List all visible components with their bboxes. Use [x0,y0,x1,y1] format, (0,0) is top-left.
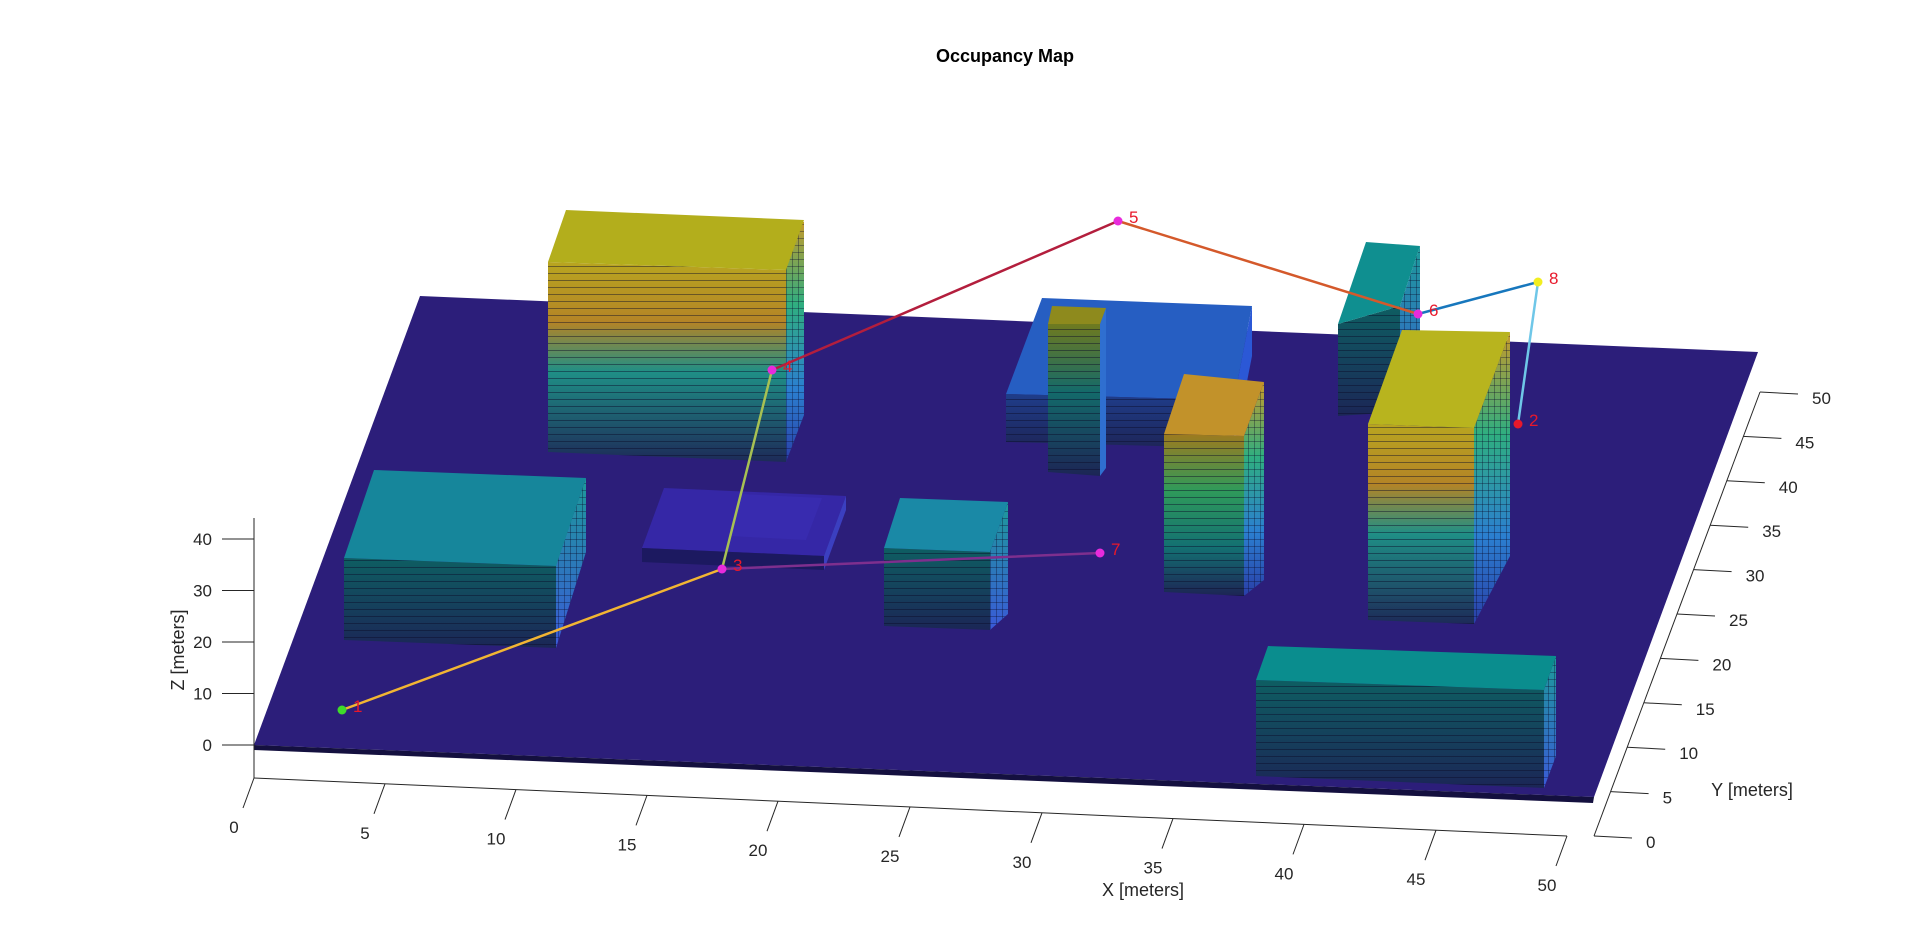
z-tick-label: 30 [193,582,212,601]
x-tick-label: 50 [1538,876,1557,895]
z-axis: 0 10 20 30 40 Z [meters] [168,518,255,778]
y-tick [1627,746,1666,750]
waypoint-marker [1533,277,1543,287]
building-obstacle [884,498,1008,630]
x-axis: 0 5 10 15 20 25 30 35 40 45 50 X [meters] [229,777,1568,900]
x-tick-label: 45 [1407,870,1426,889]
y-tick-label: 45 [1795,433,1814,452]
chart-title: Occupancy Map [936,46,1074,66]
waypoints: 1 2 3 4 5 6 7 8 [337,208,1558,716]
waypoint-label: 6 [1429,301,1438,320]
x-tick [1161,818,1174,849]
x-axis-label: X [meters] [1102,880,1184,900]
z-tick-label: 20 [193,633,212,652]
y-tick [1643,702,1682,706]
z-tick-label: 40 [193,530,212,549]
y-tick-label: 20 [1712,655,1731,674]
building-obstacle [1164,374,1264,596]
waypoint-marker [767,365,777,375]
y-tick-label: 40 [1779,478,1798,497]
y-tick [1743,435,1782,439]
building-obstacle [1256,646,1556,788]
waypoint-label: 1 [353,697,362,716]
y-tick [1759,391,1799,395]
z-tick-label: 0 [203,736,212,755]
x-tick [504,789,517,820]
x-tick [766,800,779,832]
y-tick [1726,480,1765,484]
path-segment [770,219,1120,372]
y-axis: 0 5 10 15 20 25 30 35 40 45 50 Y [meters] [1593,389,1831,852]
z-axis-label: Z [meters] [168,609,188,690]
x-tick-label: 5 [360,824,369,843]
x-tick-label: 25 [881,847,900,866]
building-obstacle [548,210,804,462]
x-tick-label: 35 [1144,859,1163,878]
waypoint-marker [1513,419,1523,429]
x-tick [1424,830,1437,861]
path-segment [720,551,1102,571]
building-obstacle [1048,306,1106,476]
path-segment [340,567,724,712]
path-segment [1116,219,1420,316]
waypoint-marker [337,705,347,715]
x-tick-label: 0 [229,818,238,837]
y-tick-label: 15 [1696,700,1715,719]
y-tick-label: 25 [1729,611,1748,630]
x-tick-label: 10 [487,830,506,849]
path-segment [1516,280,1540,426]
waypoint-label: 3 [733,556,742,575]
y-tick-label: 10 [1679,744,1698,763]
x-tick-label: 15 [618,835,637,854]
y-tick-label: 0 [1646,833,1655,852]
x-tick [1292,824,1305,855]
y-tick [1676,613,1716,617]
building-obstacle [1368,330,1510,624]
y-tick-label: 50 [1812,389,1831,408]
y-tick [1593,835,1633,839]
x-tick [898,806,911,838]
path-segment [720,368,774,571]
waypoint-marker [1095,548,1105,558]
z-tick-label: 10 [193,685,212,704]
y-tick-label: 5 [1663,789,1672,808]
x-tick [635,795,648,826]
path-segment [1416,280,1540,316]
x-tick-label: 40 [1275,864,1294,883]
x-tick [1555,835,1568,867]
waypoint-marker [1113,216,1123,226]
y-tick-label: 30 [1746,567,1765,586]
x-tick [373,783,386,814]
waypoint-label: 4 [783,357,792,376]
x-tick-label: 30 [1013,853,1032,872]
waypoint-label: 7 [1111,540,1120,559]
y-tick [1710,524,1749,528]
waypoint-marker [717,564,727,574]
waypoint-marker [1413,309,1423,319]
y-tick [1660,657,1699,661]
x-tick [1030,812,1043,843]
waypoint-label: 5 [1129,208,1138,227]
building-obstacle [642,488,846,570]
y-axis-label: Y [meters] [1711,780,1793,800]
y-tick [1610,791,1649,795]
y-tick-label: 35 [1762,522,1781,541]
flight-path [340,219,1540,712]
x-tick [242,777,255,809]
waypoint-label: 8 [1549,269,1558,288]
building-obstacle [344,470,586,648]
waypoint-label: 2 [1529,411,1538,430]
x-tick-label: 20 [749,841,768,860]
y-tick [1693,569,1732,573]
